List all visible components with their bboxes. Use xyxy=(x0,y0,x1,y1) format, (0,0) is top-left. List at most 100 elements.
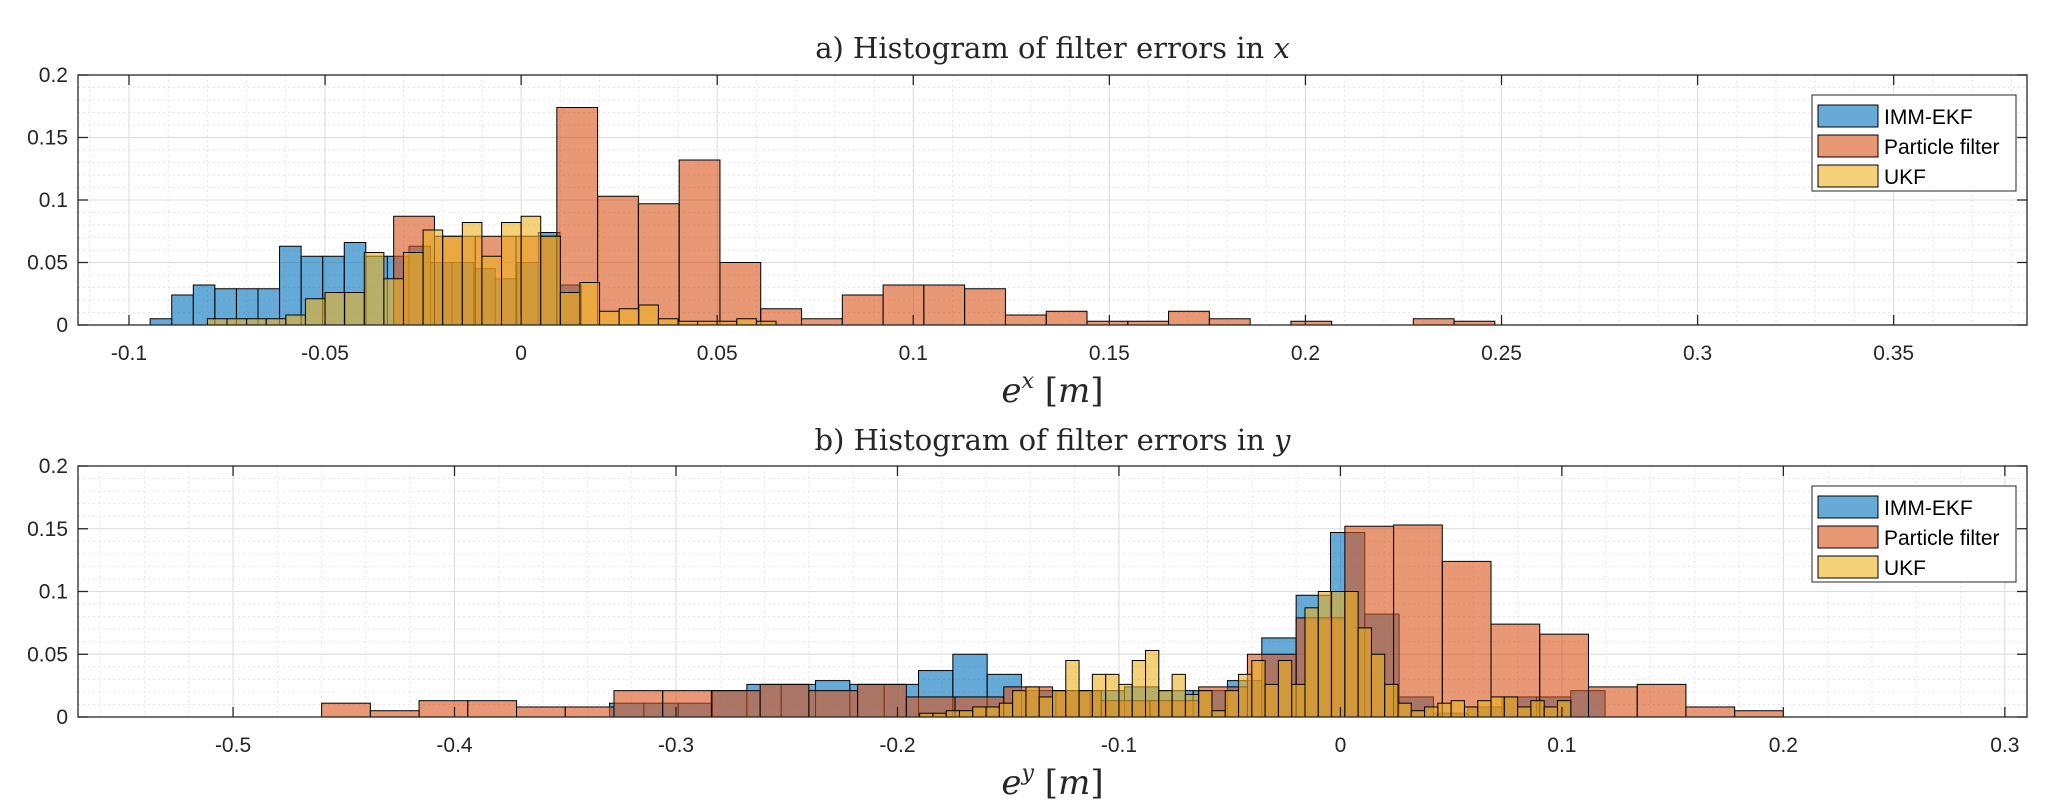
histogram-bar xyxy=(1437,702,1452,718)
panel-b: -0.5 -0.4 -0.3 -0.2 -0.1 0 0.1 0.2 0.3 0 0.05 0.1 0.… xyxy=(27,423,2028,803)
histogram-bar xyxy=(1357,627,1372,718)
histogram-bar xyxy=(442,235,463,326)
legend-label: IMM-EKF xyxy=(1884,497,1973,520)
histogram-bar xyxy=(1052,690,1067,718)
legend-label: Particle filter xyxy=(1884,136,2000,159)
histogram-bar xyxy=(520,215,542,326)
histogram-bar xyxy=(1412,318,1455,326)
histogram-bar xyxy=(1045,310,1088,326)
y-tick-label: 0.15 xyxy=(27,518,68,541)
histogram-bar xyxy=(1636,683,1687,718)
histogram-bar xyxy=(662,690,712,718)
legend-swatch xyxy=(1817,525,1879,549)
histogram-bar xyxy=(1685,706,1736,718)
histogram-bar xyxy=(882,284,925,326)
histogram-bar xyxy=(1317,591,1333,718)
x-tick-label: -0.5 xyxy=(215,734,251,757)
y-tick-label: 0 xyxy=(56,314,68,337)
histogram-bar xyxy=(285,314,306,326)
x-tick-label: 0.05 xyxy=(697,342,738,365)
histogram-bar xyxy=(1078,690,1093,718)
histogram-bar xyxy=(344,292,365,326)
histogram-bar xyxy=(1105,673,1120,718)
histogram-bar xyxy=(945,710,960,718)
legend-label: UKF xyxy=(1884,166,1926,189)
x-tick-label: 0 xyxy=(1335,734,1347,757)
histogram-bar xyxy=(383,278,404,326)
y-tick-label: 0.1 xyxy=(39,189,68,212)
histogram-bar xyxy=(759,683,810,718)
histogram-bar xyxy=(985,706,1000,718)
histogram-bar xyxy=(1331,591,1346,718)
histogram-bar xyxy=(972,706,987,718)
histogram-bar xyxy=(613,690,664,718)
histogram-bar xyxy=(597,195,639,326)
legend-swatch xyxy=(1817,104,1879,128)
histogram-bar xyxy=(678,159,721,326)
histogram-bar xyxy=(1158,690,1173,718)
histogram-bar xyxy=(422,229,444,326)
histogram-bar xyxy=(206,318,228,326)
histogram-bar xyxy=(1477,700,1492,718)
histogram-bar xyxy=(1291,683,1306,718)
y-tick-label: 0.15 xyxy=(27,127,68,150)
histogram-bar xyxy=(1208,318,1251,326)
histogram-bar xyxy=(516,706,566,718)
x-tick-label: 0 xyxy=(515,342,527,365)
histogram-bar xyxy=(1556,700,1572,718)
y-tick-label: 0 xyxy=(56,706,68,729)
x-tick-label: 0.35 xyxy=(1873,342,1914,365)
histogram-bar xyxy=(501,222,522,326)
histogram-bar xyxy=(540,235,561,326)
histogram-bar xyxy=(1503,696,1519,718)
x-tick-label: -0.3 xyxy=(658,734,694,757)
histogram-bar xyxy=(1238,673,1253,718)
histogram-bar xyxy=(1530,700,1545,718)
histogram-bar xyxy=(998,702,1014,718)
histogram-bar xyxy=(923,284,966,326)
histogram-bar xyxy=(1038,696,1053,718)
histogram-bar xyxy=(418,700,469,718)
legend-label: Particle filter xyxy=(1884,527,2000,550)
histogram-bar xyxy=(736,318,757,326)
chart-title: b) Histogram of filter errors in y xyxy=(815,423,1292,457)
x-tick-label: 0.1 xyxy=(1547,734,1576,757)
histogram-bar xyxy=(461,222,483,326)
histogram-bar xyxy=(1277,660,1293,718)
histogram-bar xyxy=(1450,700,1465,718)
legend-swatch xyxy=(1817,495,1879,519)
histogram-bar xyxy=(402,252,424,326)
histogram-bar xyxy=(1065,660,1080,718)
histogram-bar xyxy=(1118,683,1133,718)
panel-a: -0.1 -0.05 0 0.05 0.1 0.15 0.2 0.25 0.3 0.35 0 0.05… xyxy=(27,31,2028,411)
histogram-bar xyxy=(1344,591,1359,718)
x-tick-label: -0.1 xyxy=(1101,734,1137,757)
histogram-bar xyxy=(226,318,248,326)
legend-swatch xyxy=(1817,134,1879,158)
histogram-bar xyxy=(564,706,615,718)
x-tick-label: 0.15 xyxy=(1089,342,1130,365)
histogram-bar xyxy=(1211,710,1226,718)
histogram-bar xyxy=(1264,683,1279,718)
histogram-bar xyxy=(964,288,1006,326)
x-tick-label: -0.05 xyxy=(301,342,349,365)
histogram-bar xyxy=(363,252,385,326)
histogram-bar xyxy=(246,318,267,326)
x-tick-label: 0.3 xyxy=(1990,734,2019,757)
histogram-bar xyxy=(1131,660,1147,718)
histogram-bar xyxy=(657,318,679,326)
legend: IMM-EKF Particle filter UKF xyxy=(1811,485,2017,583)
histogram-bar xyxy=(579,282,601,326)
legend-swatch xyxy=(1817,164,1879,188)
histogram-bar xyxy=(1410,710,1426,718)
histogram-bar xyxy=(279,245,302,326)
histogram-bar xyxy=(265,318,287,326)
histogram-bar xyxy=(1424,706,1439,718)
histogram-bar xyxy=(1145,649,1160,718)
y-tick-label: 0.05 xyxy=(27,252,68,275)
histogram-bar xyxy=(1251,660,1266,718)
x-tick-label: -0.4 xyxy=(436,734,473,757)
histogram-bar xyxy=(559,292,581,326)
legend-swatch xyxy=(1817,555,1879,579)
